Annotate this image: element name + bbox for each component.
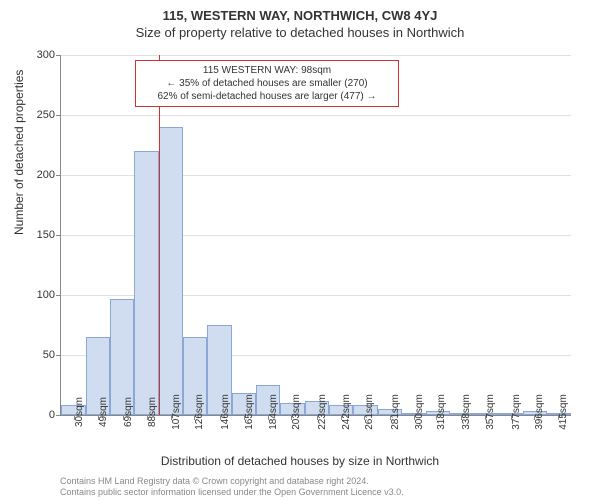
xtick-label: 30sqm	[74, 397, 85, 427]
xtick-label: 203sqm	[291, 394, 302, 430]
ytick-mark	[56, 295, 61, 296]
ytick-label: 150	[15, 229, 55, 241]
xtick-label: 165sqm	[244, 394, 255, 430]
xtick-label: 126sqm	[194, 394, 205, 430]
ytick-mark	[56, 355, 61, 356]
xtick-label: 300sqm	[414, 394, 425, 430]
annotation-box: 115 WESTERN WAY: 98sqm← 35% of detached …	[135, 60, 399, 107]
xtick-label: 146sqm	[220, 394, 231, 430]
xtick-label: 338sqm	[461, 394, 472, 430]
ytick-mark	[56, 115, 61, 116]
chart-title-main: 115, WESTERN WAY, NORTHWICH, CW8 4YJ	[0, 0, 600, 23]
chart-title-sub: Size of property relative to detached ho…	[0, 23, 600, 40]
xtick-label: 281sqm	[390, 394, 401, 430]
ytick-mark	[56, 415, 61, 416]
xtick-label: 377sqm	[511, 394, 522, 430]
xtick-label: 223sqm	[317, 394, 328, 430]
gridline	[61, 55, 571, 56]
histogram-bar	[134, 151, 159, 415]
xtick-label: 49sqm	[98, 397, 109, 427]
xtick-label: 357sqm	[485, 394, 496, 430]
x-axis-label: Distribution of detached houses by size …	[0, 454, 600, 468]
reference-line	[159, 55, 160, 415]
xtick-label: 107sqm	[171, 394, 182, 430]
ytick-label: 50	[15, 349, 55, 361]
ytick-label: 200	[15, 169, 55, 181]
xtick-label: 88sqm	[147, 397, 158, 427]
ytick-mark	[56, 55, 61, 56]
y-axis-label: Number of detached properties	[12, 70, 26, 235]
ytick-label: 100	[15, 289, 55, 301]
xtick-label: 318sqm	[436, 394, 447, 430]
annotation-line-1: 115 WESTERN WAY: 98sqm	[142, 64, 392, 77]
footer-line-1: Contains HM Land Registry data © Crown c…	[60, 476, 404, 487]
chart-area: 05010015020025030030sqm49sqm69sqm88sqm10…	[60, 55, 570, 415]
gridline	[61, 115, 571, 116]
ytick-mark	[56, 235, 61, 236]
ytick-label: 250	[15, 109, 55, 121]
plot-area: 05010015020025030030sqm49sqm69sqm88sqm10…	[60, 55, 571, 416]
footer-attribution: Contains HM Land Registry data © Crown c…	[60, 476, 404, 498]
xtick-label: 184sqm	[268, 394, 279, 430]
xtick-label: 396sqm	[534, 394, 545, 430]
histogram-bar	[159, 127, 183, 415]
footer-line-2: Contains public sector information licen…	[60, 487, 404, 498]
xtick-label: 69sqm	[123, 397, 134, 427]
annotation-line-3: 62% of semi-detached houses are larger (…	[142, 90, 392, 103]
chart-container: 115, WESTERN WAY, NORTHWICH, CW8 4YJ Siz…	[0, 0, 600, 500]
ytick-label: 300	[15, 49, 55, 61]
ytick-label: 0	[15, 409, 55, 421]
ytick-mark	[56, 175, 61, 176]
annotation-line-2: ← 35% of detached houses are smaller (27…	[142, 77, 392, 90]
xtick-label: 242sqm	[341, 394, 352, 430]
xtick-label: 415sqm	[558, 394, 569, 430]
xtick-label: 261sqm	[364, 394, 375, 430]
